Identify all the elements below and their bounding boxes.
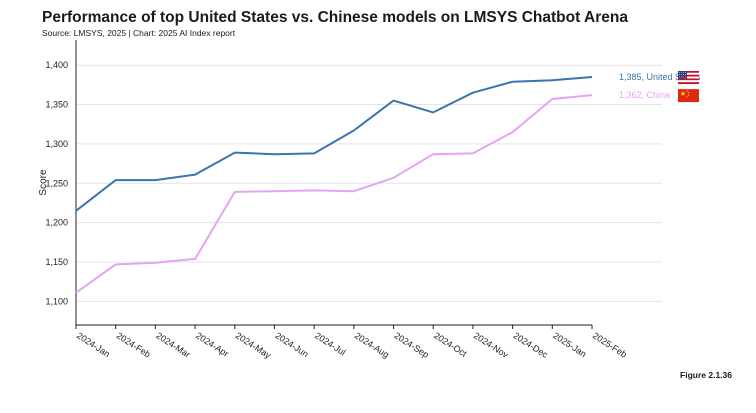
figure-number: Figure 2.1.36 <box>680 370 732 380</box>
x-tick-label: 2024-Oct <box>432 330 469 359</box>
end-label-united-states: 1,385, United States <box>619 72 701 82</box>
y-tick-label: 1,100 <box>45 296 68 306</box>
x-tick-label: 2024-Aug <box>353 330 391 360</box>
y-tick-label: 1,400 <box>45 60 68 70</box>
x-tick-label: 2024-Dec <box>512 330 551 360</box>
y-axis-ticks: 1,100 1,150 1,200 1,250 1,300 1,350 1,400 <box>45 60 68 306</box>
chart-title: Performance of top United States vs. Chi… <box>42 9 628 26</box>
y-tick-label: 1,200 <box>45 218 68 228</box>
chart-source: Source: LMSYS, 2025 | Chart: 2025 AI Ind… <box>42 28 236 38</box>
x-tick-label: 2024-Nov <box>472 330 511 360</box>
x-tick-label: 2024-May <box>234 330 273 360</box>
series-end-labels: 1,385, United States 1,362, China <box>619 71 701 103</box>
y-axis-label: Score <box>38 169 49 196</box>
x-axis-ticks: 2024-Jan 2024-Feb 2024-Mar 2024-Apr 2024-May… <box>75 325 629 361</box>
x-tick-label: 2025-Jan <box>551 330 588 359</box>
y-tick-label: 1,300 <box>45 139 68 149</box>
x-tick-label: 2024-Apr <box>194 330 231 359</box>
x-tick-label: 2024-Mar <box>154 330 192 359</box>
y-tick-label: 1,350 <box>45 100 68 110</box>
y-tick-label: 1,250 <box>45 178 68 188</box>
x-tick-label: 2024-Jun <box>273 330 310 359</box>
x-tick-label: 2024-Feb <box>115 330 153 359</box>
series-line-china <box>75 94 593 294</box>
series-line-united-states <box>75 76 593 212</box>
us-flag-icon <box>678 71 699 85</box>
end-label-china: 1,362, China <box>619 90 670 100</box>
x-tick-label: 2024-Jan <box>75 330 112 359</box>
china-flag-icon <box>678 89 699 103</box>
x-tick-label: 2025-Feb <box>591 330 629 359</box>
x-tick-label: 2024-Sep <box>392 330 430 360</box>
series-lines <box>75 76 593 294</box>
y-tick-label: 1,150 <box>45 257 68 267</box>
x-tick-label: 2024-Jul <box>313 330 347 357</box>
grid-lines <box>76 64 662 302</box>
